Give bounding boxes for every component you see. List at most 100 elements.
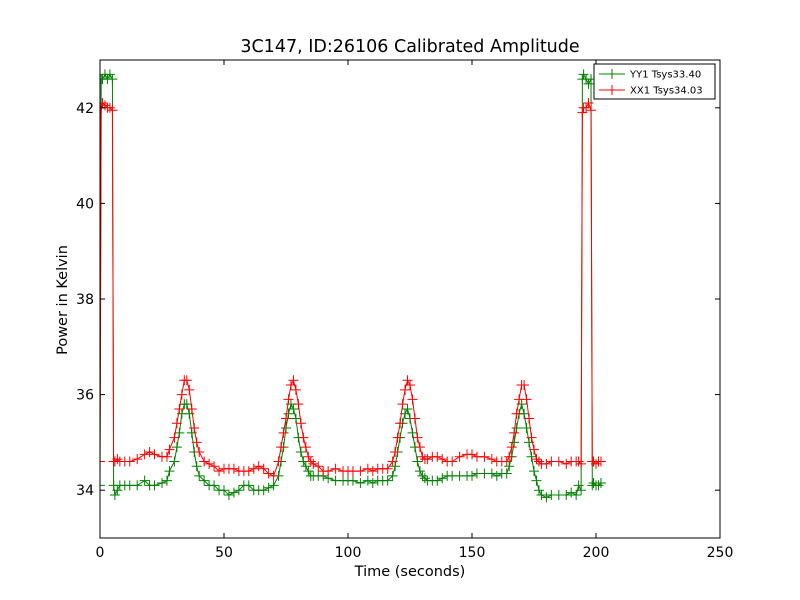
data-point xyxy=(447,456,458,467)
data-point xyxy=(541,492,552,503)
data-point xyxy=(253,461,264,472)
data-point xyxy=(268,470,279,481)
data-point xyxy=(171,442,182,453)
data-point xyxy=(258,485,269,496)
data-point xyxy=(397,399,408,410)
legend-item: YY1 Tsys33.40 xyxy=(599,69,701,81)
data-point xyxy=(454,451,465,462)
x-tick-label: 250 xyxy=(707,545,734,561)
data-point xyxy=(104,102,115,113)
data-point xyxy=(233,485,244,496)
data-point xyxy=(578,69,589,80)
data-point xyxy=(278,427,289,438)
data-point xyxy=(263,482,274,493)
data-point xyxy=(407,394,418,405)
x-tick-label: 200 xyxy=(583,545,610,561)
data-point xyxy=(362,463,373,474)
legend-swatch-marker xyxy=(607,69,617,79)
data-point xyxy=(290,413,301,424)
data-point xyxy=(295,418,306,429)
data-point xyxy=(330,463,341,474)
data-point xyxy=(467,449,477,460)
data-point xyxy=(531,454,542,465)
data-point xyxy=(509,427,520,438)
data-point xyxy=(100,480,105,491)
data-point xyxy=(176,389,187,400)
data-point xyxy=(501,456,512,467)
data-point xyxy=(313,461,324,472)
data-point xyxy=(392,432,403,443)
data-point xyxy=(300,442,311,453)
data-point xyxy=(541,458,552,469)
data-point xyxy=(161,451,172,462)
data-point xyxy=(204,458,215,469)
data-point xyxy=(191,461,202,472)
data-point xyxy=(171,418,182,429)
y-tick-label: 36 xyxy=(76,388,94,404)
data-point xyxy=(347,475,358,486)
data-point xyxy=(323,466,334,477)
data-point xyxy=(209,480,220,491)
legend-label: XX1 Tsys34.03 xyxy=(630,86,703,97)
data-point xyxy=(501,468,512,479)
data-point xyxy=(437,454,448,465)
data-point xyxy=(432,475,443,486)
data-point xyxy=(591,458,601,469)
data-point xyxy=(290,384,301,395)
data-point xyxy=(191,437,202,448)
data-point xyxy=(576,485,587,496)
data-point xyxy=(107,74,118,85)
data-point xyxy=(100,98,108,109)
y-tick-label: 38 xyxy=(76,292,94,308)
data-point xyxy=(132,454,143,465)
data-point xyxy=(526,451,537,462)
data-point xyxy=(303,466,314,477)
data-point xyxy=(521,394,532,405)
data-point xyxy=(395,418,406,429)
data-point xyxy=(390,446,401,457)
chart-title: 3C147, ID:26106 Calibrated Amplitude xyxy=(240,37,579,57)
data-point xyxy=(573,456,584,467)
data-point xyxy=(112,485,123,496)
data-point xyxy=(417,451,428,462)
data-point xyxy=(573,480,584,491)
data-point xyxy=(194,470,205,481)
data-point xyxy=(258,463,269,474)
data-point xyxy=(161,475,172,486)
x-tick-label: 0 xyxy=(96,545,105,561)
data-point xyxy=(100,100,110,111)
data-point xyxy=(223,489,234,500)
data-point xyxy=(243,480,254,491)
data-point xyxy=(581,102,592,113)
data-point xyxy=(293,399,304,410)
data-point xyxy=(228,463,239,474)
data-point xyxy=(300,461,311,472)
data-point xyxy=(228,487,239,498)
data-point xyxy=(174,427,185,438)
data-point xyxy=(367,466,378,477)
data-point xyxy=(479,451,490,462)
data-point xyxy=(273,456,284,467)
data-point xyxy=(124,456,135,467)
legend-box xyxy=(593,63,716,100)
data-point xyxy=(355,478,366,489)
data-point xyxy=(593,480,604,491)
data-point xyxy=(561,458,572,469)
data-point xyxy=(139,449,150,460)
data-point xyxy=(533,485,544,496)
data-point xyxy=(506,442,517,453)
data-point xyxy=(308,458,319,469)
data-point xyxy=(526,432,537,443)
data-point xyxy=(283,408,294,419)
data-point xyxy=(491,470,502,481)
data-point xyxy=(181,375,192,386)
y-axis-label: Power in Kelvin xyxy=(55,245,71,355)
data-point xyxy=(199,456,210,467)
data-point xyxy=(104,69,115,80)
data-point xyxy=(553,456,564,467)
data-point xyxy=(422,454,433,465)
data-point xyxy=(504,451,515,462)
data-point xyxy=(402,375,413,386)
data-point xyxy=(414,466,425,477)
data-point xyxy=(149,449,160,460)
